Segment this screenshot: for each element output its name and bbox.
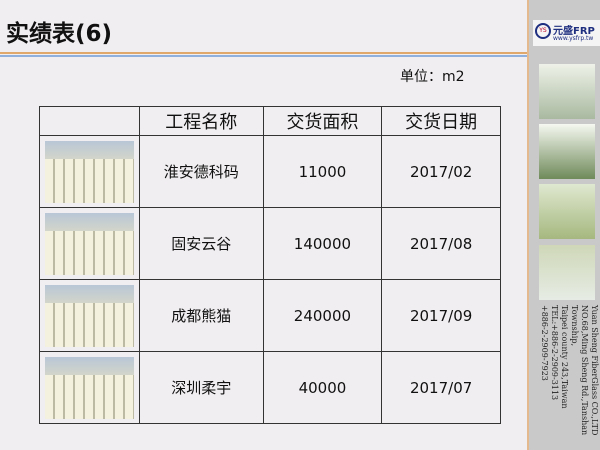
- project-area: 240000: [262, 279, 383, 352]
- sidebar-photo: [539, 64, 595, 119]
- project-name: 固安云谷: [139, 207, 264, 280]
- header-photo: [39, 106, 140, 136]
- company-fax: +886-2-2909-7923: [540, 305, 549, 381]
- project-photo: [45, 212, 134, 275]
- project-name: 深圳柔宇: [139, 351, 264, 424]
- title-divider-blue: [0, 55, 527, 57]
- project-area: 11000: [262, 135, 383, 208]
- project-date: 2017/02: [381, 135, 501, 208]
- performance-table: 工程名称 交货面积 交货日期 淮安德科码 11000 2017/02 固安云谷 …: [39, 106, 501, 424]
- slide-title: 实绩表(6): [6, 21, 113, 47]
- sidebar: YS 元盛FRP www.ysfrp.tw Yuan Sheng FiberGl…: [527, 0, 600, 450]
- header-area: 交货面积: [262, 106, 383, 136]
- project-name: 成都熊猫: [139, 279, 264, 352]
- table-row: 固安云谷 140000 2017/08: [39, 207, 501, 280]
- company-address: NO.68,Ming Sheng Rd.,Tanshan Township,: [570, 305, 589, 436]
- logo-mark: YS: [535, 23, 551, 39]
- project-area: 40000: [262, 351, 383, 424]
- project-photo: [45, 356, 134, 419]
- logo-name: 元盛FRP: [553, 26, 595, 37]
- sidebar-photo: [539, 184, 595, 239]
- table-row: 深圳柔宇 40000 2017/07: [39, 351, 501, 424]
- project-photo: [45, 140, 134, 203]
- project-date: 2017/07: [381, 351, 501, 424]
- header-project-name: 工程名称: [139, 106, 264, 136]
- table-row: 成都熊猫 240000 2017/09: [39, 279, 501, 352]
- company-name: Yuan Sheng FiberGlass CO.,LTD: [590, 305, 599, 436]
- unit-label: 单位：m2: [400, 69, 465, 85]
- sidebar-photo: [539, 124, 595, 179]
- sidebar-photo: [539, 245, 595, 300]
- table-header-row: 工程名称 交货面积 交货日期: [39, 106, 501, 136]
- project-name: 淮安德科码: [139, 135, 264, 208]
- project-date: 2017/09: [381, 279, 501, 352]
- company-logo: YS 元盛FRP www.ysfrp.tw: [533, 20, 600, 46]
- header-date: 交货日期: [381, 106, 501, 136]
- logo-url: www.ysfrp.tw: [553, 35, 594, 42]
- project-date: 2017/08: [381, 207, 501, 280]
- company-tel: TEL:+886-2-2909-3113: [550, 305, 559, 401]
- company-info: Yuan Sheng FiberGlass CO.,LTD NO.68,Ming…: [537, 305, 599, 445]
- project-area: 140000: [262, 207, 383, 280]
- title-divider-orange: [0, 52, 527, 54]
- table-row: 淮安德科码 11000 2017/02: [39, 135, 501, 208]
- company-address-2: Taipei county 243,Taiwan: [560, 305, 569, 409]
- project-photo: [45, 284, 134, 347]
